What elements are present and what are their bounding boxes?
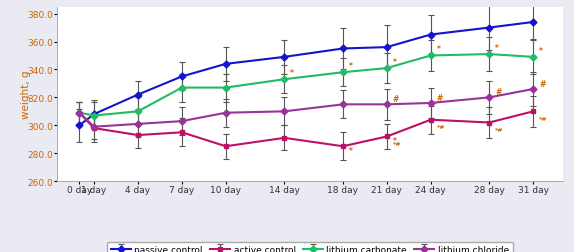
- Text: #: #: [495, 88, 502, 97]
- Text: *#: *#: [539, 117, 548, 122]
- Y-axis label: weight, g: weight, g: [21, 70, 31, 119]
- Text: *: *: [393, 58, 397, 67]
- Text: *#: *#: [437, 125, 445, 130]
- Text: *: *: [393, 136, 397, 145]
- Legend: passive control, active control, lithium carbonate, lithium chloride: passive control, active control, lithium…: [107, 242, 513, 252]
- Text: *: *: [290, 69, 294, 78]
- Text: *#: *#: [393, 142, 401, 147]
- Text: #: #: [437, 93, 443, 102]
- Text: *: *: [495, 44, 499, 53]
- Text: *#: *#: [495, 128, 503, 133]
- Text: *: *: [349, 62, 352, 71]
- Text: *: *: [539, 47, 543, 55]
- Text: *: *: [349, 146, 352, 155]
- Text: *: *: [437, 45, 440, 54]
- Text: #: #: [539, 79, 545, 88]
- Text: #: #: [393, 94, 399, 104]
